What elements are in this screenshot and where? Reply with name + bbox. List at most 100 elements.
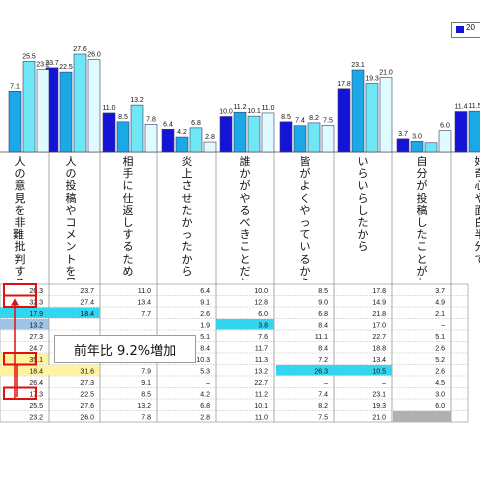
table-cell-value: 23.2	[29, 415, 43, 422]
table-cell-value: 26.3	[314, 369, 328, 376]
bar	[203, 141, 217, 153]
bar	[8, 90, 22, 153]
table-cell-value: –	[324, 380, 328, 387]
table-cell-value: 26.0	[80, 415, 94, 422]
bar-value-label: 10.0	[219, 109, 233, 116]
table-cell-value: –	[206, 380, 210, 387]
table-cell-value: 13.2	[137, 403, 151, 410]
table-cell-value: 21.0	[372, 415, 386, 422]
table-cell-value: 3.7	[435, 288, 445, 295]
category-label: 誰かがやるべきことだと思ったから	[239, 156, 251, 280]
bar-value-label: 11.2	[233, 104, 246, 111]
bar	[22, 61, 36, 153]
table-cell-value: 11.2	[255, 392, 268, 399]
category-label: いらいらしたから	[357, 156, 369, 254]
table-cell-value: 7.4	[318, 392, 328, 399]
bar-value-label: 23.2	[36, 62, 50, 69]
highlighted-cell	[42, 307, 100, 318]
bar	[219, 116, 233, 153]
highlighted-cell	[42, 365, 100, 376]
bar-value-label: 17.8	[337, 81, 351, 88]
table-cell-value: 17.8	[372, 288, 386, 295]
bar	[73, 53, 87, 153]
bar-value-label: 22.5	[59, 64, 73, 71]
bar	[396, 138, 410, 153]
bar	[351, 69, 365, 153]
table-cell-value: 2.1	[435, 311, 445, 318]
bar-value-label: 8.2	[309, 115, 319, 122]
table-cell-value: 5.2	[435, 357, 445, 364]
table-cell-value: 3.8	[258, 323, 268, 330]
table-cell-value: 11.1	[315, 334, 328, 341]
table-cell-value: 17.0	[372, 323, 386, 330]
table-cell-value: 11.3	[255, 357, 268, 364]
table-cell-value: 10.0	[254, 288, 268, 295]
table-cell-value: 9.1	[200, 300, 210, 307]
table-cell-value: 18.4	[29, 369, 43, 376]
bar-value-label: 13.2	[130, 97, 144, 104]
table-cell-value: 8.4	[318, 346, 328, 353]
table-cell-value: 19.3	[372, 403, 386, 410]
table-cell-value: 10.1	[254, 403, 268, 410]
table-cell-value: 8.4	[200, 346, 210, 353]
table-cell-value: 7.7	[141, 311, 151, 318]
highlighted-cell	[0, 307, 49, 318]
table-cell-value: 24.7	[29, 346, 43, 353]
category-label: 人の投稿やコメントを見て不快になったから	[65, 156, 77, 280]
bar	[307, 122, 321, 153]
table-cell-value: 17.9	[29, 311, 43, 318]
bar	[279, 121, 293, 153]
highlighted-cell	[216, 319, 274, 330]
table-cell-value: 26.4	[29, 380, 43, 387]
category-label: 自分が投稿したことがわからないから	[416, 156, 428, 280]
highlight-box	[3, 294, 37, 308]
table-cell-value: 7.9	[141, 369, 151, 376]
bar-value-label: 19.3	[365, 75, 379, 82]
table-cell-value: 18.8	[372, 346, 386, 353]
bar	[438, 130, 452, 153]
bar-value-label: 8.5	[281, 114, 291, 121]
table-cell-value: 2.6	[200, 311, 210, 318]
annotation-callout: 前年比 9.2%増加	[54, 335, 196, 363]
table-cell-value: 6.8	[318, 311, 328, 318]
bar-value-label: 21.0	[379, 69, 393, 76]
bar-value-label: 23.7	[45, 60, 59, 67]
table-cell-value: 3.0	[435, 392, 445, 399]
bar	[261, 112, 275, 153]
table-cell-value: 27.3	[29, 334, 43, 341]
bar-value-label: 6.0	[440, 123, 450, 130]
bar-value-label: 10.1	[247, 108, 261, 115]
table-cell-value: 4.9	[435, 300, 445, 307]
bar	[410, 141, 424, 153]
table-cell-value: 11.0	[255, 415, 268, 422]
bar-value-label: 6.8	[191, 120, 201, 127]
table-cell-value: 22.7	[372, 334, 386, 341]
bar	[293, 125, 307, 153]
table-cell-value: 13.2	[29, 323, 43, 330]
table-cell-value: 4.5	[435, 380, 445, 387]
table-cell-value: 6.0	[435, 403, 445, 410]
table-cell-value: 9.1	[141, 380, 151, 387]
bar-value-label: 7.1	[10, 83, 20, 90]
highlighted-cell	[276, 365, 334, 376]
highlighted-cell	[393, 411, 451, 422]
table-cell-value: 21.8	[372, 311, 386, 318]
bar	[454, 111, 468, 153]
table-cell-value: 8.5	[141, 392, 151, 399]
table-cell-value: 13.4	[372, 357, 386, 364]
highlighted-cell	[0, 353, 49, 364]
table-cell-value: –	[382, 380, 386, 387]
bar	[59, 71, 73, 153]
bar-value-label: 7.8	[146, 116, 156, 123]
category-label: 皆がよくやっているから	[299, 156, 311, 280]
table-cell-value: 6.4	[200, 288, 210, 295]
table-cell-value: 9.0	[318, 300, 328, 307]
table-cell-value: 7.8	[141, 415, 151, 422]
table-cell-value: 11.0	[138, 288, 151, 295]
table-cell-value: 4.2	[200, 392, 210, 399]
category-label: 炎上させたかったから	[181, 156, 193, 278]
bar-value-label: 3.0	[412, 133, 422, 140]
highlighted-cell	[0, 365, 49, 376]
table-cell-value: 13.2	[254, 369, 268, 376]
